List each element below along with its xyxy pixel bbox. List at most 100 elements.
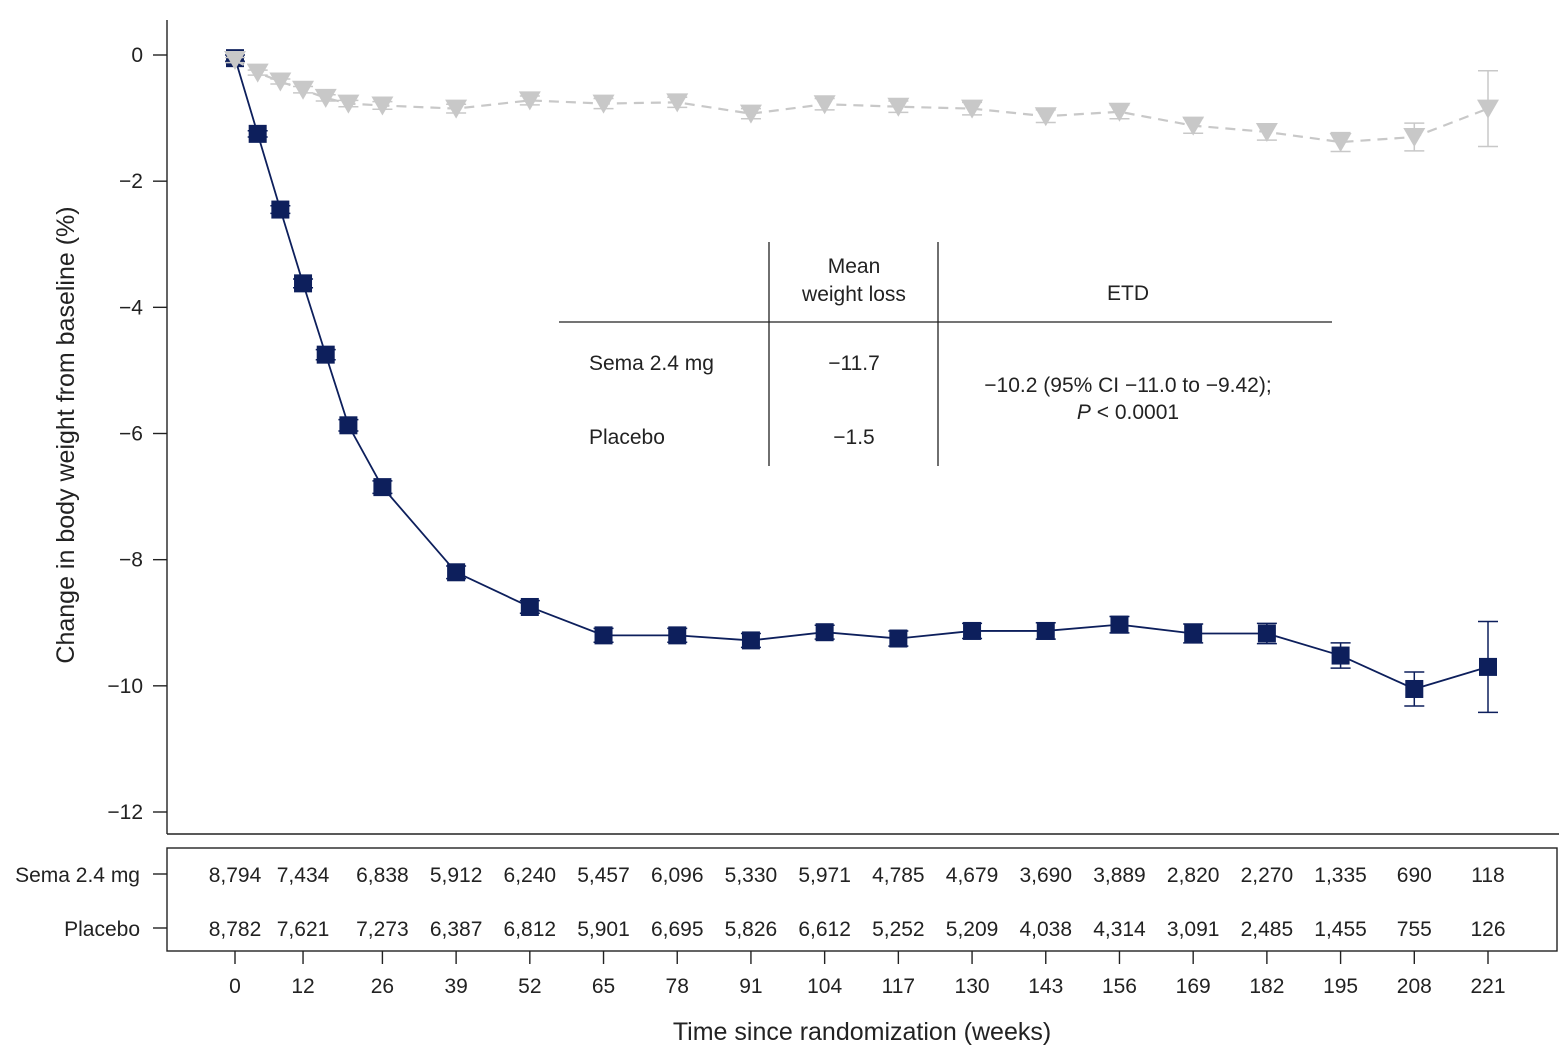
- etd-value: −10.2 (95% CI −11.0 to −9.42);: [984, 374, 1271, 397]
- x-axis-title: Time since randomization (weeks): [673, 1018, 1051, 1046]
- inset-table: Mean weight loss ETD Sema 2.4 mg −11.7 Placeb…: [559, 242, 1332, 466]
- at-risk-row-label: Placebo: [64, 918, 140, 941]
- data-point: [371, 96, 394, 116]
- at-risk-count: 126: [1470, 918, 1505, 941]
- y-tick-label: −12: [107, 801, 143, 824]
- data-point: [271, 200, 290, 219]
- data-point: [224, 51, 246, 71]
- y-tick-label: −4: [119, 296, 143, 319]
- at-risk-count: 5,457: [577, 864, 630, 887]
- at-risk-count: 4,679: [946, 864, 999, 887]
- y-tick-label: −2: [119, 170, 143, 193]
- x-tick-label: 65: [592, 975, 615, 998]
- at-risk-row-label: Sema 2.4 mg: [15, 864, 140, 887]
- x-tick-label: 182: [1249, 975, 1284, 998]
- data-point: [316, 345, 335, 364]
- data-point: [1403, 128, 1426, 148]
- at-risk-count: 8,782: [209, 918, 262, 941]
- data-point: [963, 621, 982, 640]
- data-point: [739, 104, 762, 124]
- data-point: [594, 626, 613, 645]
- at-risk-count: 1,455: [1314, 918, 1367, 941]
- y-tick-label: 0: [131, 44, 143, 67]
- y-axis-title: Change in body weight from baseline (%): [52, 206, 80, 663]
- data-point: [1036, 621, 1055, 640]
- x-tick-label: 130: [955, 975, 990, 998]
- x-tick-label: 169: [1176, 975, 1211, 998]
- data-point: [314, 88, 337, 108]
- x-tick-label: 221: [1470, 975, 1505, 998]
- at-risk-count: 4,785: [872, 864, 925, 887]
- data-point: [294, 274, 313, 293]
- at-risk-count: 2,485: [1241, 918, 1294, 941]
- at-risk-count: 3,690: [1019, 864, 1072, 887]
- plot-area: 0 −2 −4 −6 −8 −10 −12: [107, 20, 1559, 835]
- data-point: [339, 416, 358, 435]
- data-point: [889, 629, 908, 648]
- data-point: [1184, 624, 1203, 643]
- etd-p-value: P < 0.0001: [1077, 401, 1179, 424]
- inset-col-header: ETD: [1107, 282, 1149, 305]
- at-risk-count: 7,273: [356, 918, 409, 941]
- data-point: [1405, 679, 1424, 698]
- at-risk-count: 6,612: [798, 918, 851, 941]
- data-point: [741, 631, 760, 650]
- data-point: [246, 63, 269, 83]
- data-point: [592, 94, 615, 114]
- x-tick-label: 0: [229, 975, 241, 998]
- x-tick-label: 208: [1397, 975, 1432, 998]
- data-point: [1255, 122, 1278, 142]
- at-risk-count: 5,826: [725, 918, 778, 941]
- at-risk-count: 5,209: [946, 918, 999, 941]
- at-risk-count: 5,252: [872, 918, 925, 941]
- series-sema: [225, 49, 1498, 714]
- x-axis: 0 12 26 39 52 65 78 91 104 117 130 143 156 169 182 195 2…: [229, 951, 1506, 998]
- y-tick-label: −10: [107, 675, 143, 698]
- at-risk-count: 6,695: [651, 918, 704, 941]
- inset-row-label: Sema 2.4 mg: [589, 352, 714, 375]
- at-risk-count: 7,621: [277, 918, 330, 941]
- at-risk-count: 6,240: [504, 864, 557, 887]
- data-point: [1257, 624, 1276, 643]
- series-line: [234, 59, 1489, 144]
- data-point: [373, 478, 392, 497]
- data-point: [813, 95, 836, 115]
- x-tick-label: 195: [1323, 975, 1358, 998]
- data-point: [1329, 133, 1352, 153]
- data-point: [337, 94, 360, 114]
- x-tick-label: 143: [1028, 975, 1063, 998]
- data-point: [1108, 102, 1131, 122]
- data-point: [269, 72, 292, 92]
- x-tick-label: 156: [1102, 975, 1137, 998]
- at-risk-count: 6,838: [356, 864, 409, 887]
- p-value-text: < 0.0001: [1091, 401, 1179, 424]
- at-risk-count: 5,901: [577, 918, 630, 941]
- at-risk-box: [166, 847, 1558, 952]
- inset-col-header: weight loss: [801, 283, 906, 306]
- x-tick-label: 39: [444, 975, 467, 998]
- x-tick-label: 91: [739, 975, 762, 998]
- y-tick-label: −6: [119, 423, 143, 446]
- data-point: [666, 93, 689, 113]
- at-risk-count: 2,820: [1167, 864, 1220, 887]
- x-tick-label: 104: [807, 975, 842, 998]
- at-risk-count: 4,314: [1093, 918, 1146, 941]
- p-symbol: P: [1077, 401, 1091, 424]
- data-point: [1034, 107, 1057, 127]
- at-risk-count: 5,971: [798, 864, 851, 887]
- data-point: [518, 91, 541, 111]
- at-risk-table: Sema 2.4 mg 8,794 7,434 6,838 5,912 6,240 5,45…: [15, 847, 1558, 952]
- y-tick-label: −8: [119, 549, 143, 572]
- at-risk-count: 7,434: [277, 864, 330, 887]
- data-point: [292, 80, 315, 100]
- at-risk-count: 6,812: [504, 918, 557, 941]
- at-risk-count: 4,038: [1019, 918, 1072, 941]
- at-risk-count: 6,387: [430, 918, 483, 941]
- at-risk-count: 2,270: [1241, 864, 1294, 887]
- x-tick-label: 78: [666, 975, 689, 998]
- x-tick-label: 12: [291, 975, 314, 998]
- inset-row-value: −1.5: [833, 426, 874, 449]
- at-risk-count: 755: [1397, 918, 1432, 941]
- at-risk-count: 5,912: [430, 864, 483, 887]
